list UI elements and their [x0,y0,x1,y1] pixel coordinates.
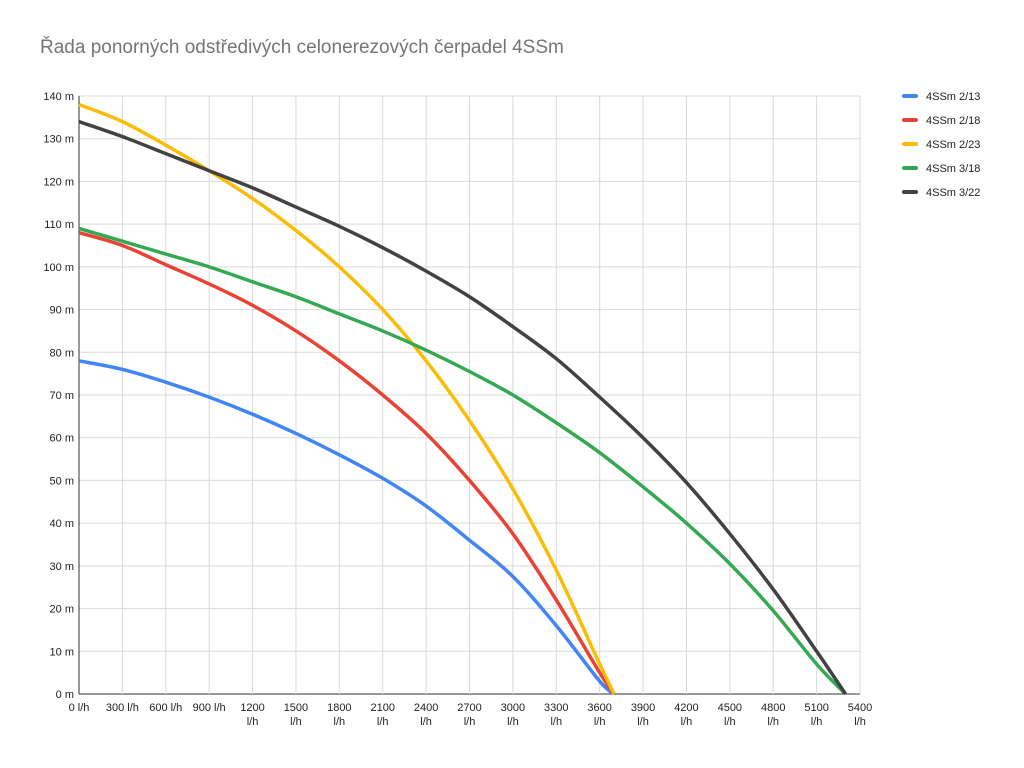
series-line-4ssm-2-13 [78,359,616,696]
x-tick-label: 1200 l/h [240,702,264,728]
series-line-4ssm-3-18 [78,226,847,696]
y-tick-label: 0 m [56,689,74,701]
x-tick-label: 4800 l/h [761,702,785,728]
x-tick-label: 3300 l/h [544,702,568,728]
y-tick-label: 130 m [43,134,74,146]
y-tick-label: 30 m [50,561,74,573]
y-tick-label: 50 m [50,475,74,487]
y-tick-label: 110 m [44,219,74,231]
legend-label: 4SSm 2/18 [926,115,980,127]
y-tick-label: 60 m [50,433,74,445]
y-tick-label: 70 m [50,390,74,402]
x-tick-label: 1800 l/h [327,702,351,728]
y-tick-label: 40 m [50,518,74,530]
y-tick-label: 80 m [50,347,74,359]
legend-label: 4SSm 3/18 [926,163,980,175]
x-tick-label: 1500 l/h [284,702,308,728]
x-tick-label: 3900 l/h [631,702,655,728]
legend-label: 4SSm 2/23 [926,139,980,151]
y-tick-label: 20 m [50,604,74,616]
chart-title: Řada ponorných odstředivých celonerezový… [40,37,564,58]
x-tick-label: 4200 l/h [674,702,698,728]
y-tick-label: 100 m [43,262,74,274]
legend-label: 4SSm 2/13 [926,91,980,103]
series-line-4ssm-2-23 [78,102,616,695]
x-tick-label: 600 l/h [149,702,182,714]
y-tick-label: 90 m [50,305,74,317]
y-tick-label: 10 m [50,646,74,658]
series-line-4ssm-2-18 [78,231,616,696]
series-line-4ssm-3-22 [78,119,847,695]
x-tick-label: 900 l/h [193,702,226,714]
x-tick-label: 3000 l/h [501,702,525,728]
x-tick-label: 5400 l/h [848,702,872,728]
legend-label: 4SSm 3/22 [926,187,980,199]
x-tick-label: 3600 l/h [587,702,611,728]
x-tick-label: 2100 l/h [370,702,394,728]
y-tick-label: 140 m [43,91,74,103]
x-tick-label: 2400 l/h [414,702,438,728]
x-tick-label: 300 l/h [106,702,139,714]
x-tick-label: 4500 l/h [718,702,742,728]
x-tick-label: 0 l/h [69,702,90,714]
x-tick-label: 2700 l/h [457,702,481,728]
x-tick-label: 5100 l/h [804,702,828,728]
y-tick-label: 120 m [43,176,74,188]
